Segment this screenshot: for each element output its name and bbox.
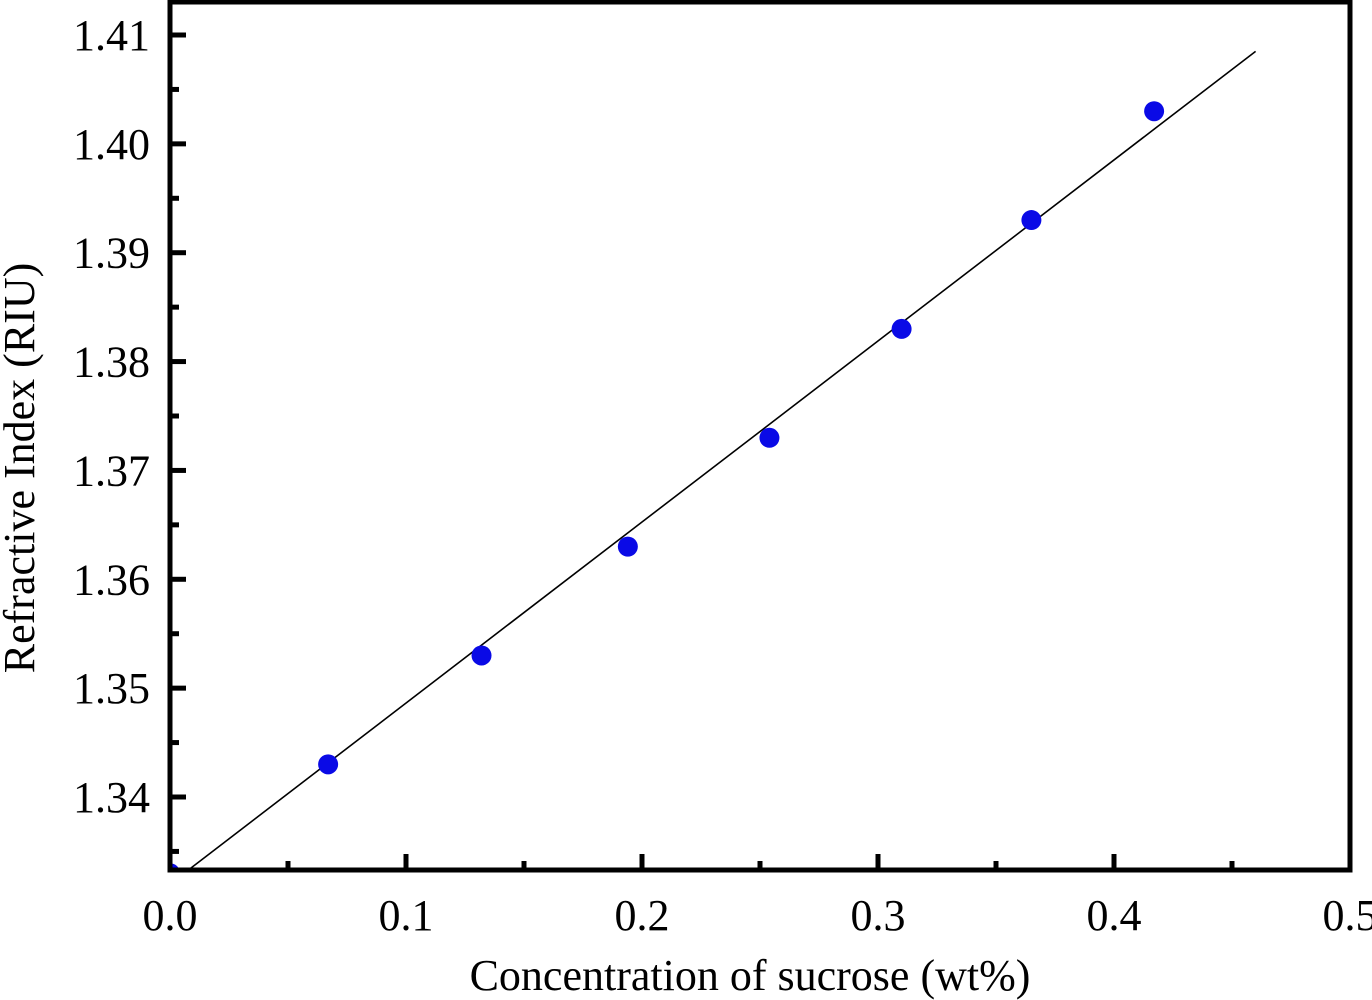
x-axis-title: Concentration of sucrose (wt%) xyxy=(470,951,1031,1000)
x-tick-label: 0.3 xyxy=(851,891,906,940)
data-point xyxy=(617,536,638,557)
y-tick-label: 1.36 xyxy=(73,555,150,604)
linear-fit-line xyxy=(187,50,1257,870)
y-tick-label: 1.34 xyxy=(73,773,150,822)
x-tick-label: 0.0 xyxy=(143,891,198,940)
data-point xyxy=(759,427,780,448)
y-tick-label: 1.39 xyxy=(73,229,150,278)
y-tick-label: 1.41 xyxy=(73,11,150,60)
x-tick-label: 0.1 xyxy=(379,891,434,940)
y-tick-label: 1.37 xyxy=(73,446,150,495)
data-point xyxy=(1021,210,1042,231)
data-point xyxy=(471,645,492,666)
y-axis-title: Refractive Index (RIU) xyxy=(0,263,44,673)
data-point xyxy=(1144,101,1165,122)
x-tick-label: 0.2 xyxy=(615,891,670,940)
y-axis-ticks xyxy=(170,32,186,854)
y-tick-label: 1.38 xyxy=(73,338,150,387)
x-axis-ticks xyxy=(167,854,1353,870)
y-axis-tick-labels: 1.34 1.35 1.36 1.37 1.38 1.39 1.40 1.41 xyxy=(73,11,150,822)
x-axis-tick-labels: 0.0 0.1 0.2 0.3 0.4 0.5 xyxy=(143,891,1372,940)
data-point xyxy=(891,318,912,339)
y-tick-label: 1.35 xyxy=(73,664,150,713)
data-points xyxy=(170,101,1165,870)
data-point xyxy=(318,754,339,775)
x-tick-label: 0.5 xyxy=(1323,891,1372,940)
y-tick-label: 1.40 xyxy=(73,120,150,169)
x-tick-label: 0.4 xyxy=(1087,891,1142,940)
